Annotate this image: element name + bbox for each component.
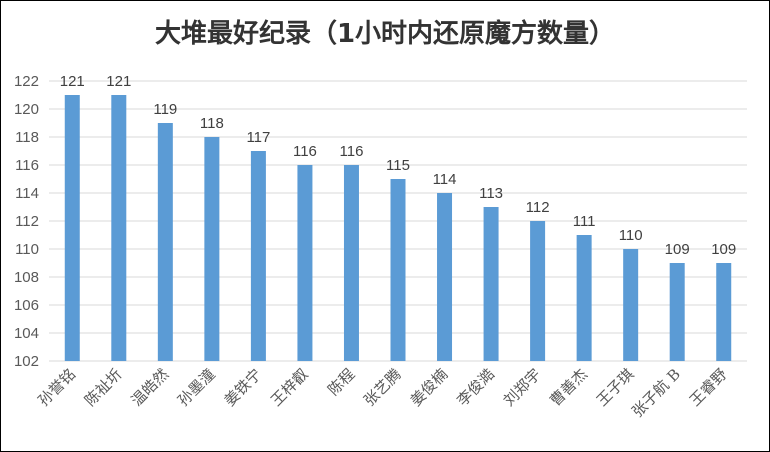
y-tick-label: 120 (14, 101, 39, 118)
data-label: 109 (711, 241, 736, 258)
category-label: 温皓然 (128, 365, 173, 410)
category-label: 王睿野 (686, 365, 731, 410)
category-label: 刘郑宇 (500, 365, 545, 410)
category-label: 张艺腾 (360, 365, 405, 410)
category-label: 王梓叡 (267, 365, 312, 410)
category-label: 孙墨潼 (174, 365, 219, 410)
y-tick-label: 108 (14, 269, 39, 286)
y-tick-label: 112 (15, 213, 39, 230)
y-tick-label: 116 (15, 157, 39, 174)
y-tick-label: 102 (14, 353, 39, 370)
data-label: 109 (665, 241, 690, 258)
bar (483, 207, 499, 361)
category-label: 王子琪 (593, 365, 638, 410)
data-label: 116 (293, 143, 317, 160)
bar (343, 165, 359, 361)
y-tick-label: 104 (14, 325, 39, 342)
bar (437, 193, 453, 361)
data-label: 114 (433, 171, 457, 188)
data-label: 113 (479, 185, 503, 202)
category-label: 姜铁宁 (221, 365, 266, 410)
bar (623, 249, 639, 361)
bar (576, 235, 592, 361)
bar (250, 151, 266, 361)
y-tick-label: 114 (15, 185, 39, 202)
category-label: 孙誉铭 (35, 365, 80, 410)
category-label: 姜俊楠 (407, 365, 452, 410)
bars (64, 95, 732, 361)
category-label: 陈祉圻 (81, 365, 126, 410)
y-axis-ticks: 102 104 106 108 110 112 114 116 118 120 122 (14, 73, 39, 370)
data-label: 117 (246, 129, 270, 146)
bar (669, 263, 685, 361)
category-label: 张子航 B (628, 365, 684, 421)
data-label: 121 (106, 73, 131, 90)
category-label: 李俊澔 (453, 365, 498, 410)
data-label: 110 (619, 227, 643, 244)
y-tick-label: 110 (15, 241, 39, 258)
y-tick-label: 106 (14, 297, 39, 314)
bar (390, 179, 406, 361)
data-labels: 121 121 119 118 117 116 116 115 114 113 112 111 110 1… (60, 73, 736, 258)
bar (157, 123, 173, 361)
category-label: 曹善杰 (546, 365, 591, 410)
bar (64, 95, 80, 361)
bar (111, 95, 127, 361)
data-label: 121 (60, 73, 85, 90)
category-label: 陈程 (324, 365, 358, 399)
bar (297, 165, 313, 361)
bar (204, 137, 220, 361)
category-labels: 孙誉铭 陈祉圻 温皓然 孙墨潼 姜铁宁 王梓叡 陈程 张艺腾 姜俊楠 李俊澔 刘郑宇 曹善杰 王子琪张子… (35, 365, 731, 421)
y-tick-label: 118 (15, 129, 39, 146)
chart-title: 大堆最好纪录（1小时内还原魔方数量） (155, 18, 615, 49)
data-label: 112 (526, 199, 550, 216)
data-label: 118 (200, 115, 224, 132)
data-label: 111 (573, 213, 596, 230)
y-tick-label: 122 (14, 73, 39, 90)
data-label: 116 (340, 143, 364, 160)
data-label: 119 (153, 101, 177, 118)
data-label: 115 (386, 157, 410, 174)
bar (716, 263, 732, 361)
bar (530, 221, 546, 361)
